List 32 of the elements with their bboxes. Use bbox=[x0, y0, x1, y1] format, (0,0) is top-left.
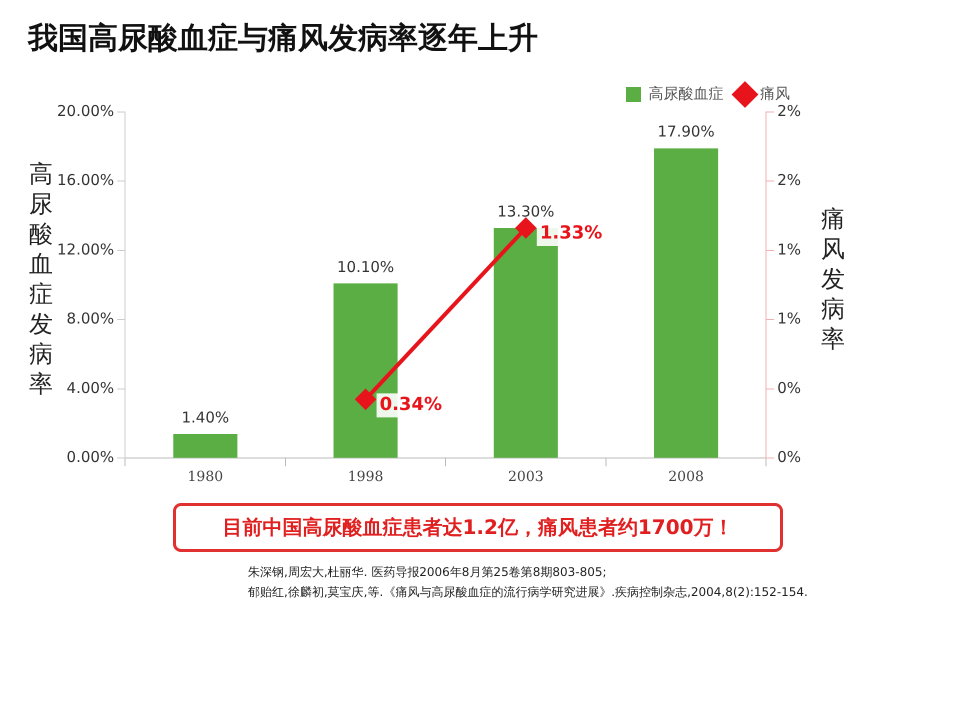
data-label: 0.34% bbox=[380, 394, 442, 416]
data-label: 13.30% bbox=[497, 202, 554, 220]
y-tick-label: 8.00% bbox=[66, 310, 114, 328]
x-tick-label: 1980 bbox=[188, 469, 224, 486]
text: 目前中国高尿酸血症患者达1.2亿，痛风患者约1700万！ bbox=[173, 503, 783, 552]
y2-tick-label: 0% bbox=[777, 378, 801, 397]
y2-tick-label: 1% bbox=[777, 240, 801, 258]
y-tick-label: 4.00% bbox=[66, 378, 114, 397]
x-tick-label: 2008 bbox=[668, 469, 704, 486]
y-axis-title: 高尿酸血症发病率 bbox=[28, 159, 54, 399]
y2-tick-label: 2% bbox=[777, 102, 801, 120]
y-tick-label: 0.00% bbox=[66, 448, 114, 466]
data-label: 1.33% bbox=[540, 222, 602, 244]
legend-label: 高尿酸血症 bbox=[648, 84, 724, 102]
data-label: 10.10% bbox=[336, 258, 394, 276]
bar bbox=[173, 434, 238, 458]
y2-axis-title: 痛风发病率 bbox=[820, 204, 846, 354]
text: 朱深钢,周宏大,杜丽华. 医药导报2006年8月第25卷第8期803-805; bbox=[248, 564, 608, 581]
legend-label: 痛风 bbox=[760, 84, 790, 102]
y-tick-label: 12.00% bbox=[56, 240, 114, 258]
y-tick-label: 16.00% bbox=[56, 171, 114, 190]
y2-tick-label: 1% bbox=[777, 310, 801, 328]
y2-tick-label: 0% bbox=[777, 448, 801, 466]
data-label: 1.40% bbox=[181, 408, 230, 426]
chart-title: 我国高尿酸血症与痛风发病率逐年上升 bbox=[28, 20, 539, 58]
y-tick-label: 20.00% bbox=[56, 102, 114, 120]
bar bbox=[654, 148, 718, 458]
y2-tick-label: 2% bbox=[777, 171, 801, 190]
x-tick-label: 1998 bbox=[348, 469, 384, 486]
x-tick-label: 2003 bbox=[508, 469, 544, 486]
data-label: 17.90% bbox=[657, 122, 715, 141]
text: 郁贻红,徐麟初,莫宝庆,等.《痛风与高尿酸血症的流行病学研究进展》.疾病控制杂志,2004,8(2):152-154. bbox=[248, 584, 809, 601]
